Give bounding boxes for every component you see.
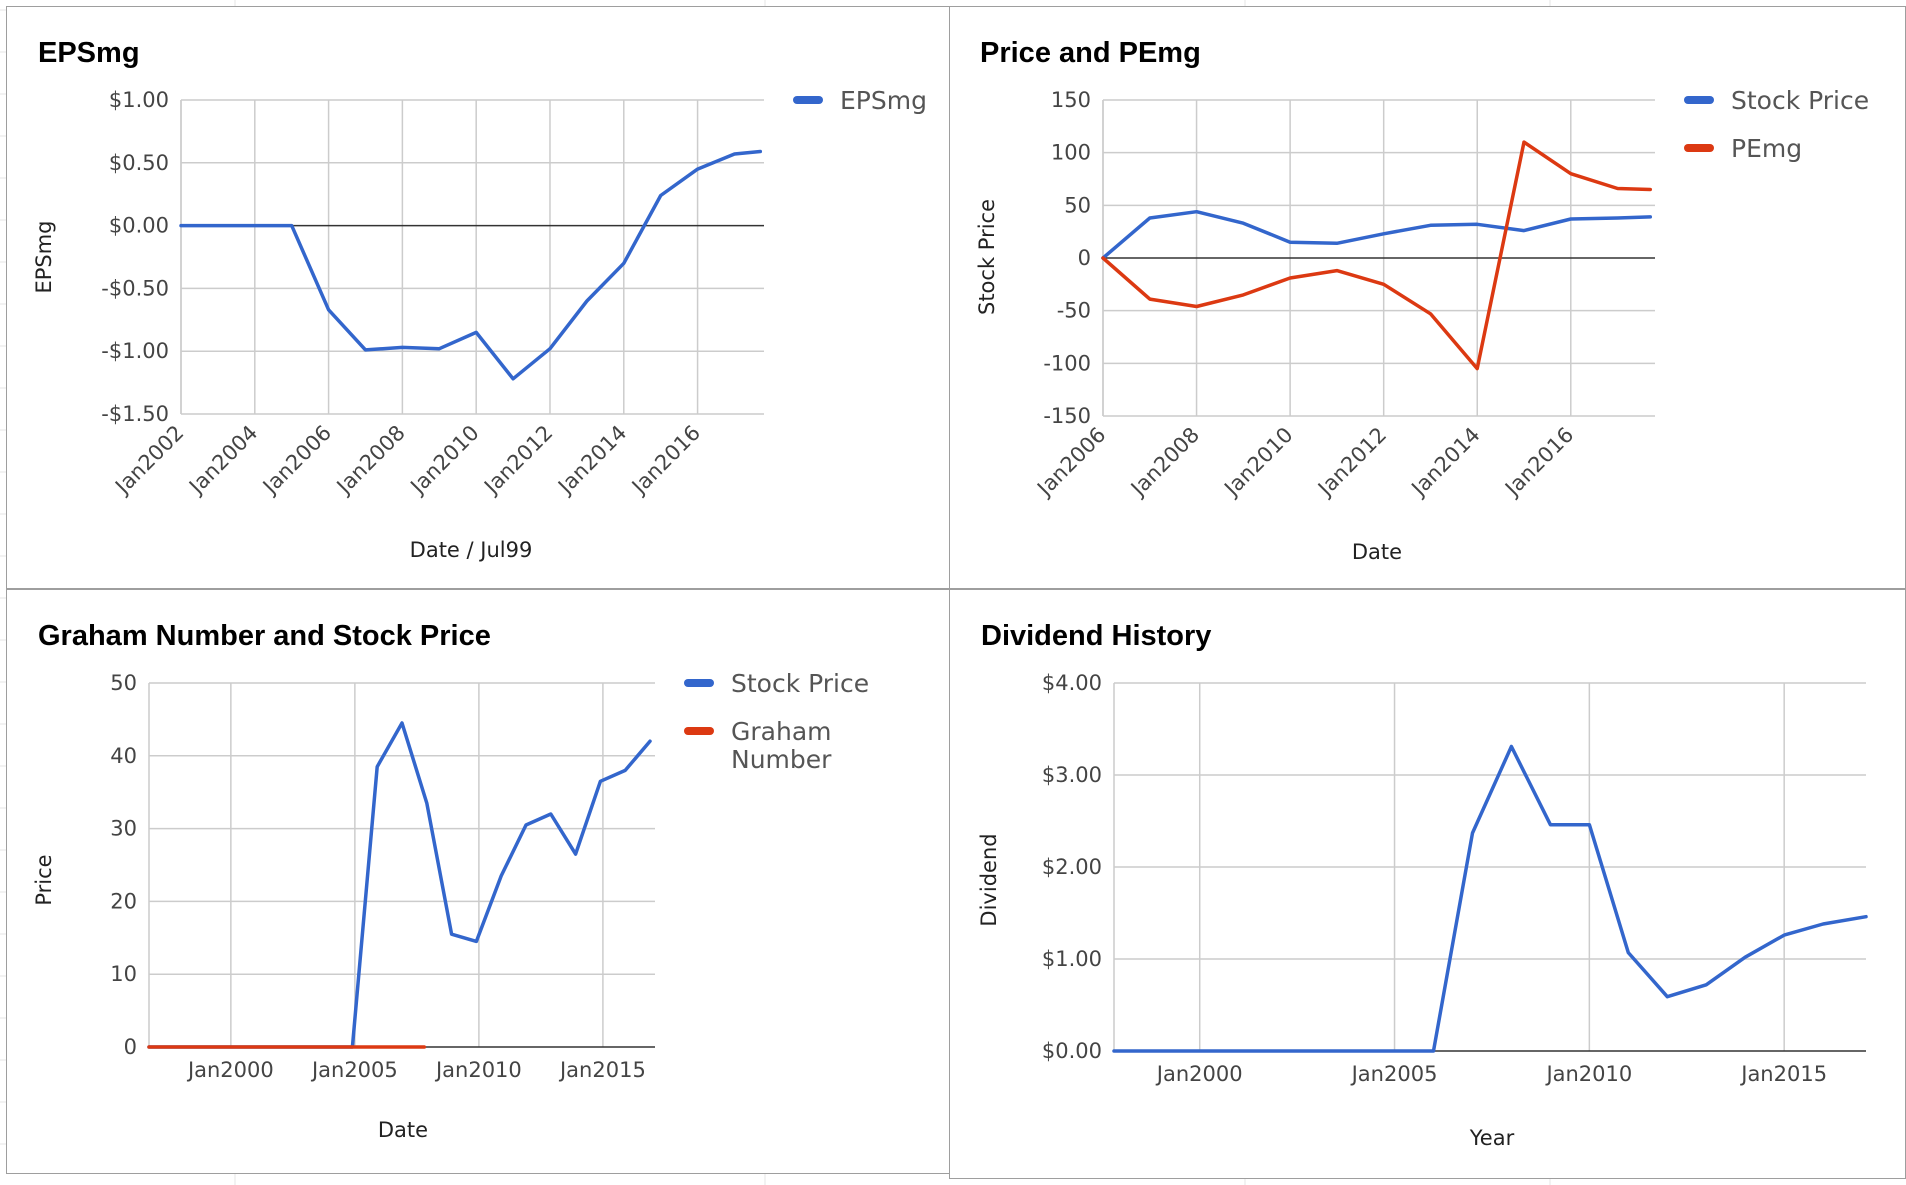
- x-tick-label: Jan2015: [1739, 1062, 1827, 1086]
- y-tick-label: -50: [1057, 299, 1091, 323]
- y-tick-label: $4.00: [1042, 671, 1102, 695]
- x-tick-label: Jan2000: [1155, 1062, 1243, 1086]
- series-line-pemg: [1101, 140, 1653, 371]
- series-line-stock-price: [147, 721, 652, 1049]
- y-tick-label: 100: [1051, 141, 1091, 165]
- x-tick-label: Jan2010: [1544, 1062, 1632, 1086]
- legend-label: EPSmg: [840, 86, 927, 115]
- y-tick-label: $0.00: [1042, 1039, 1102, 1063]
- legend-label: PEmg: [1731, 134, 1802, 163]
- x-tick-label: Jan2006: [1031, 423, 1110, 502]
- y-tick-label: 50: [110, 671, 137, 695]
- x-tick-label: Jan2010: [405, 421, 484, 500]
- y-tick-label: -150: [1043, 404, 1091, 428]
- y-axis-title: Dividend: [977, 833, 1001, 926]
- series-line-epsmg: [179, 149, 763, 381]
- y-tick-label: $1.00: [109, 88, 169, 112]
- y-tick-label: -100: [1043, 351, 1091, 375]
- y-tick-label: 40: [110, 744, 137, 768]
- legend-label-line: Number: [731, 745, 832, 774]
- y-axis-title: EPSmg: [32, 220, 56, 293]
- y-tick-label: $0.50: [109, 151, 169, 175]
- dividend-chart-panel[interactable]: Dividend History $4.00 $3.00 $2.00 $1.00 $0.…: [949, 589, 1906, 1179]
- x-tick-label: Jan2005: [310, 1058, 398, 1082]
- y-axis-title: Stock Price: [975, 199, 999, 315]
- graham-chart-panel[interactable]: Graham Number and Stock Price 50 40 30 20 10…: [6, 589, 950, 1174]
- y-tick-label: 50: [1064, 193, 1091, 217]
- x-axis-title: Date: [1352, 540, 1402, 564]
- x-axis-title: Year: [1469, 1126, 1515, 1150]
- graham-chart-title: Graham Number and Stock Price: [38, 620, 491, 652]
- x-tick-label: Jan2010: [434, 1058, 522, 1082]
- y-tick-label: 20: [110, 889, 137, 913]
- y-axis-title: Price: [32, 854, 56, 905]
- y-tick-label: -$0.50: [101, 276, 169, 300]
- y-tick-label: -$1.00: [101, 339, 169, 363]
- y-tick-label: 0: [124, 1035, 137, 1059]
- y-tick-label: $3.00: [1042, 763, 1102, 787]
- x-tick-label: Jan2005: [1350, 1062, 1438, 1086]
- y-tick-label: $0.00: [109, 214, 169, 238]
- x-axis-title: Date / Jul99: [410, 538, 533, 562]
- x-tick-label: Jan2008: [1125, 423, 1204, 502]
- x-tick-label: Jan2014: [552, 421, 631, 500]
- legend-label: Graham Number: [731, 717, 832, 774]
- y-tick-label: $1.00: [1042, 947, 1102, 971]
- series-line-stock-price: [1101, 209, 1653, 260]
- eps-chart: $1.00 $0.50 $0.00 -$0.50 -$1.00 -$1.50Jan2002…: [32, 86, 927, 562]
- x-tick-label: Jan2002: [109, 421, 188, 500]
- x-tick-label: Jan2004: [183, 421, 262, 500]
- eps-chart-title: EPSmg: [38, 37, 140, 69]
- x-tick-label: Jan2016: [1499, 423, 1578, 502]
- price-pemg-chart-panel[interactable]: Price and PEmg 150 100 50 0 -50 -100 -150 Jan20…: [949, 6, 1906, 589]
- legend-label-line: Graham: [731, 717, 832, 746]
- x-tick-label: Jan2008: [331, 421, 410, 500]
- legend-label: Stock Price: [731, 669, 869, 698]
- x-tick-label: Jan2010: [1219, 423, 1298, 502]
- x-tick-label: Jan2006: [257, 421, 336, 500]
- y-tick-label: 0: [1078, 246, 1091, 270]
- eps-chart-panel[interactable]: EPSmg $1.00 $0.50 $0.00 -$0.50 -$1.00 -$1.50 J…: [6, 6, 950, 589]
- x-tick-label: Jan2016: [626, 421, 705, 500]
- x-tick-label: Jan2015: [558, 1058, 646, 1082]
- y-tick-label: 30: [110, 817, 137, 841]
- graham-chart: 50 40 30 20 10 0 Jan2000 Jan2005 Jan2010 Jan2015 P…: [32, 669, 869, 1142]
- x-tick-label: Jan2012: [478, 421, 557, 500]
- x-tick-label: Jan2012: [1312, 423, 1391, 502]
- x-tick-label: Jan2014: [1406, 423, 1485, 502]
- x-axis-title: Date: [378, 1118, 428, 1142]
- series-line-data: [1112, 744, 1868, 1053]
- price-pemg-chart-title: Price and PEmg: [980, 37, 1201, 69]
- dividend-chart: $4.00 $3.00 $2.00 $1.00 $0.00 Jan2000 Jan2005 J…: [977, 671, 1868, 1150]
- x-tick-label: Jan2000: [186, 1058, 274, 1082]
- y-tick-label: 10: [110, 962, 137, 986]
- legend-label: Stock Price: [1731, 86, 1869, 115]
- y-tick-label: $2.00: [1042, 855, 1102, 879]
- y-tick-label: 150: [1051, 88, 1091, 112]
- y-tick-label: -$1.50: [101, 402, 169, 426]
- dividend-chart-title: Dividend History: [981, 620, 1212, 652]
